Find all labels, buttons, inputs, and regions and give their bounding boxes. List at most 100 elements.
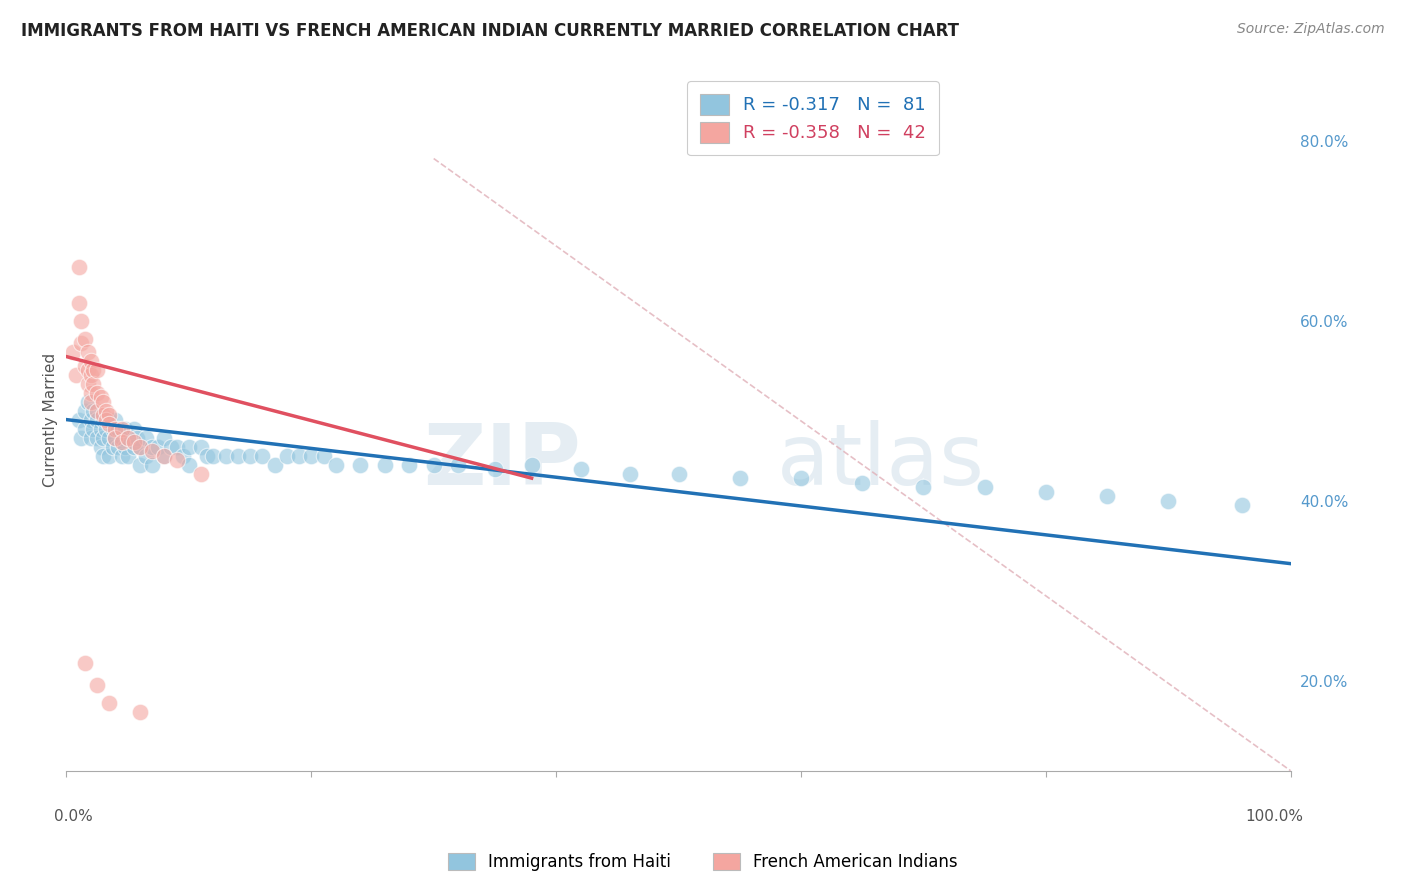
Point (80, 368, 103, 382)
Point (94, 403, 117, 417)
Point (117, 431, 139, 445)
Point (569, 462, 592, 476)
Point (98, 449, 121, 463)
Point (484, 462, 506, 476)
Point (86, 403, 108, 417)
Point (122, 440, 145, 454)
Point (619, 467, 641, 481)
Point (70, 313, 93, 327)
Point (80, 412, 103, 426)
Point (374, 458, 396, 472)
Legend: R = -0.317   N =  81, R = -0.358   N =  42: R = -0.317 N = 81, R = -0.358 N = 42 (688, 81, 939, 155)
Point (104, 431, 127, 445)
Point (153, 431, 176, 445)
Point (135, 449, 157, 463)
Point (86, 412, 108, 426)
Point (177, 458, 200, 472)
Point (67, 412, 90, 426)
Point (90, 440, 112, 454)
Point (110, 422, 132, 436)
Point (129, 440, 152, 454)
Point (141, 440, 163, 454)
Point (94, 422, 117, 436)
Point (65, 368, 87, 382)
Point (80, 394, 103, 409)
Point (190, 440, 212, 454)
Point (73, 359, 96, 373)
Point (86, 431, 108, 445)
Text: ZIP: ZIP (423, 420, 581, 503)
Point (70, 431, 93, 445)
Point (422, 458, 444, 472)
Point (226, 449, 249, 463)
Point (172, 449, 194, 463)
Point (98, 408, 121, 422)
Point (166, 440, 188, 454)
Text: Source: ZipAtlas.com: Source: ZipAtlas.com (1237, 22, 1385, 37)
Point (177, 440, 200, 454)
Point (141, 458, 163, 472)
Point (98, 417, 121, 431)
Point (129, 458, 152, 472)
Point (91, 412, 114, 426)
Point (122, 435, 145, 450)
Point (141, 444, 163, 458)
Point (110, 449, 132, 463)
Point (276, 449, 298, 463)
Point (127, 431, 149, 445)
Text: atlas: atlas (776, 420, 984, 503)
Point (202, 449, 225, 463)
Point (67, 260, 90, 274)
Point (790, 471, 813, 485)
Point (98, 412, 121, 426)
Point (104, 431, 127, 445)
Point (82, 422, 104, 436)
Point (91, 408, 114, 422)
Point (117, 431, 139, 445)
Point (129, 705, 152, 719)
Point (94, 412, 117, 426)
Point (520, 458, 543, 472)
Point (129, 440, 152, 454)
Point (190, 467, 212, 481)
Point (101, 422, 124, 436)
Point (73, 422, 96, 436)
Point (728, 471, 751, 485)
Point (299, 449, 322, 463)
Point (110, 435, 132, 450)
Point (973, 480, 995, 494)
Point (91, 431, 114, 445)
Point (104, 422, 127, 436)
Point (80, 431, 103, 445)
Legend: Immigrants from Haiti, French American Indians: Immigrants from Haiti, French American I… (440, 845, 966, 880)
Point (1095, 489, 1118, 503)
Text: 0.0%: 0.0% (55, 809, 93, 824)
Point (80, 354, 103, 368)
Point (214, 449, 236, 463)
Point (86, 678, 108, 692)
Point (1157, 493, 1180, 508)
Point (135, 431, 157, 445)
Point (263, 458, 285, 472)
Point (91, 394, 114, 409)
Point (98, 696, 121, 710)
Point (80, 385, 103, 400)
Point (114, 440, 136, 454)
Point (77, 363, 100, 377)
Point (912, 480, 935, 494)
Point (110, 431, 132, 445)
Point (73, 332, 96, 346)
Point (77, 394, 100, 409)
Point (91, 449, 114, 463)
Point (86, 363, 108, 377)
Point (447, 458, 470, 472)
Point (77, 376, 100, 391)
Point (73, 403, 96, 417)
Point (239, 449, 262, 463)
Point (148, 440, 170, 454)
Point (98, 431, 121, 445)
Point (107, 422, 129, 436)
Text: IMMIGRANTS FROM HAITI VS FRENCH AMERICAN INDIAN CURRENTLY MARRIED CORRELATION CH: IMMIGRANTS FROM HAITI VS FRENCH AMERICAN… (21, 22, 959, 40)
Point (101, 440, 124, 454)
Point (166, 453, 188, 467)
